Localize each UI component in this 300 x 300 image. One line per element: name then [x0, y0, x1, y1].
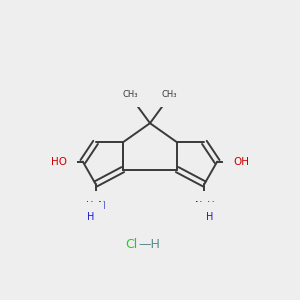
Text: Cl: Cl [126, 238, 138, 251]
Text: HO: HO [51, 157, 67, 166]
Text: H–N: H–N [86, 201, 105, 211]
Text: CH₃: CH₃ [123, 90, 138, 99]
Text: —H: —H [138, 238, 160, 251]
Text: H: H [87, 212, 94, 222]
Text: OH: OH [233, 157, 249, 166]
Text: N–H: N–H [195, 201, 214, 211]
Text: H: H [206, 212, 213, 222]
Text: CH₃: CH₃ [162, 90, 177, 99]
